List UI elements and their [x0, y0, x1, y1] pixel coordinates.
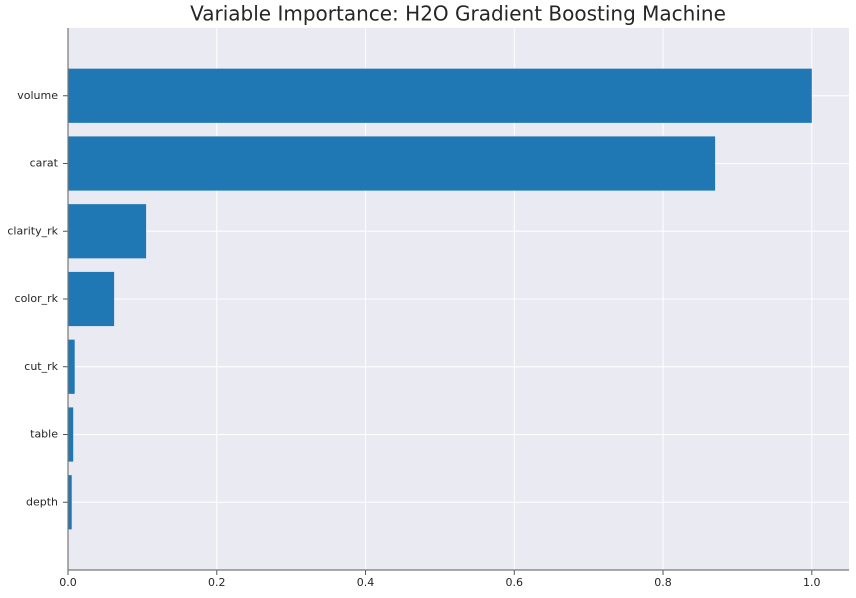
y-tick-label: color_rk: [15, 292, 59, 305]
x-tick-label: 0.2: [208, 576, 226, 589]
bar: [68, 407, 74, 462]
x-tick-label: 0.6: [506, 576, 524, 589]
x-tick-label: 0.0: [59, 576, 77, 589]
bar: [68, 475, 72, 530]
x-tick-label: 0.8: [654, 576, 672, 589]
bar: [68, 204, 147, 259]
y-tick-label: carat: [30, 157, 59, 170]
y-tick-label: volume: [17, 89, 58, 102]
bar: [68, 68, 812, 123]
y-tick-label: cut_rk: [24, 360, 58, 373]
x-tick-label: 0.4: [357, 576, 375, 589]
chart-title: Variable Importance: H2O Gradient Boosti…: [190, 2, 726, 26]
x-tick-label: 1.0: [803, 576, 821, 589]
y-tick-label: table: [30, 428, 58, 441]
y-tick-label: depth: [26, 495, 58, 508]
y-tick-label: clarity_rk: [7, 224, 58, 237]
bar: [68, 271, 115, 327]
bar: [68, 136, 716, 191]
bar: [68, 339, 75, 394]
